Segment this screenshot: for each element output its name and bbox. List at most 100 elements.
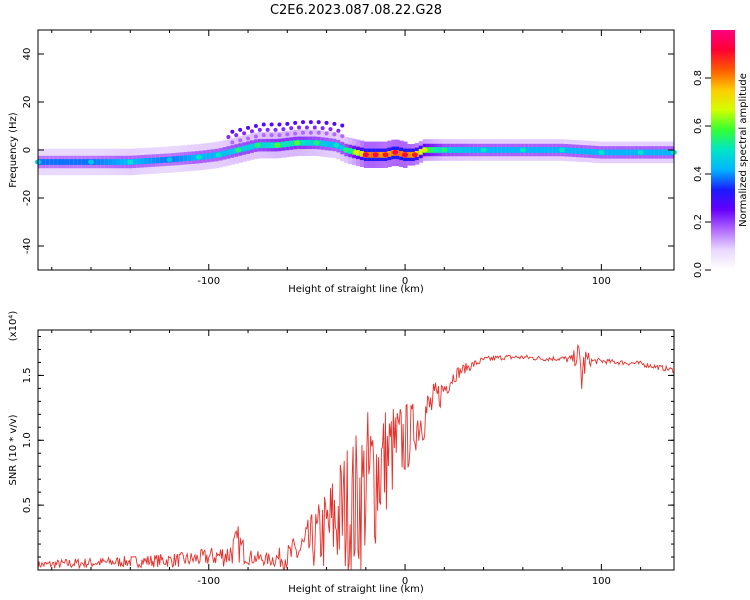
heatmap-cell [571, 147, 577, 154]
heatmap-speckle [312, 125, 317, 130]
heatmap-speckle [246, 136, 251, 141]
heatmap-speckle [277, 122, 282, 127]
heatmap-peak [362, 152, 369, 158]
heatmap-cell [230, 148, 235, 155]
heatmap-speckle [308, 130, 313, 135]
heatmap-cell [57, 159, 63, 165]
heatmap-cell [611, 149, 616, 156]
heatmap-peak [166, 157, 173, 163]
heatmap-cell [108, 159, 114, 165]
heatmap-cell [418, 149, 424, 155]
heatmap-cell [568, 147, 573, 154]
heatmap-cell [552, 147, 557, 153]
heatmap-speckle [304, 125, 309, 130]
heatmap-peak [235, 147, 242, 153]
heatmap-speckle [277, 133, 282, 138]
heatmap-cell [587, 148, 593, 155]
heatmap-speckle [308, 120, 313, 125]
heatmap-cell [458, 147, 463, 153]
heatmap-cell [540, 147, 545, 153]
heatmap-cell [575, 148, 581, 154]
heatmap-cell [666, 149, 671, 156]
heatmap-cell [450, 147, 455, 153]
y-tick-label: 1.0 [22, 432, 33, 448]
heatmap-cell [179, 155, 184, 162]
heatmap-cell [650, 149, 655, 156]
heatmap-speckle [285, 121, 290, 126]
heatmap-cell [477, 147, 483, 153]
heatmap-speckle [242, 131, 247, 136]
heatmap-peak [392, 150, 399, 155]
heatmap-cell [112, 159, 118, 165]
y-tick-label: 1.5 [22, 367, 33, 383]
heatmap-peak [637, 150, 644, 155]
heatmap-cell [626, 149, 632, 156]
heatmap-speckle [261, 133, 266, 138]
heatmap-cell [579, 148, 585, 155]
heatmap-peak [333, 142, 340, 148]
spectrogram-heatmap [35, 120, 677, 176]
heatmap-cell [281, 141, 286, 148]
heatmap-cell [77, 159, 82, 165]
heatmap-peak [313, 140, 320, 146]
heatmap-cell [246, 144, 251, 151]
y-tick-label: -40 [22, 238, 33, 254]
heatmap-peak [421, 147, 428, 153]
heatmap-speckle [301, 130, 305, 135]
heatmap-cell [45, 159, 51, 165]
heatmap-speckle [297, 125, 302, 130]
heatmap-peak [215, 152, 222, 158]
chart-title: C2E6.2023.087.08.22.G28 [270, 3, 442, 18]
x-tick-label: 100 [592, 576, 611, 587]
heatmap-peak [294, 140, 301, 146]
heatmap-cell [426, 147, 432, 153]
heatmap-cell [509, 147, 514, 153]
x-tick-label: -100 [197, 576, 220, 587]
heatmap-speckle [316, 120, 321, 125]
heatmap-cell [222, 150, 227, 157]
heatmap-cell [92, 159, 98, 165]
heatmap-cell [430, 147, 436, 153]
y-tick-label: -20 [22, 190, 33, 206]
y-tick-label: 0.5 [22, 497, 33, 513]
heatmap-cell [399, 150, 404, 157]
heatmap-cell [465, 147, 471, 153]
heatmap-cell [493, 147, 498, 153]
heatmap-peak [480, 147, 487, 153]
heatmap-cell [407, 151, 412, 158]
heatmap-cell [548, 147, 553, 153]
heatmap-speckle [332, 132, 337, 137]
heatmap-cell [544, 147, 549, 153]
heatmap-cell [528, 147, 534, 153]
heatmap-cell [116, 159, 121, 165]
heatmap-cell [379, 151, 384, 158]
heatmap-cell [49, 159, 55, 165]
spectrogram-panel: -100 0 100 -40 -20 0 20 40 Height of straight l… [8, 29, 677, 295]
heatmap-speckle [293, 131, 298, 136]
heatmap-cell [591, 149, 596, 155]
heatmap-cell [367, 151, 373, 158]
heatmap-cell [536, 147, 542, 153]
heatmap-cell [151, 157, 157, 164]
heatmap-peak [519, 147, 526, 153]
snr-x-axis-label: Height of straight line (km) [288, 584, 424, 595]
heatmap-cell [454, 147, 459, 153]
heatmap-speckle [261, 122, 266, 127]
x-tick-label: 100 [592, 276, 611, 287]
heatmap-cell [473, 147, 479, 153]
heatmap-cell [619, 149, 624, 156]
heatmap-cell [191, 154, 196, 161]
heatmap-speckle [238, 127, 243, 132]
colorbar-tick-label: 0.8 [693, 70, 704, 86]
heatmap-cell [434, 147, 439, 153]
heatmap-speckle [273, 127, 278, 132]
heatmap-speckle [328, 127, 333, 132]
heatmap-cell [187, 155, 192, 161]
heatmap-speckle [285, 132, 290, 137]
heatmap-peak [372, 152, 379, 158]
heatmap-speckle [269, 122, 274, 127]
heatmap-speckle [265, 127, 270, 132]
heatmap-cell [41, 159, 47, 165]
snr-frame [37, 329, 675, 571]
